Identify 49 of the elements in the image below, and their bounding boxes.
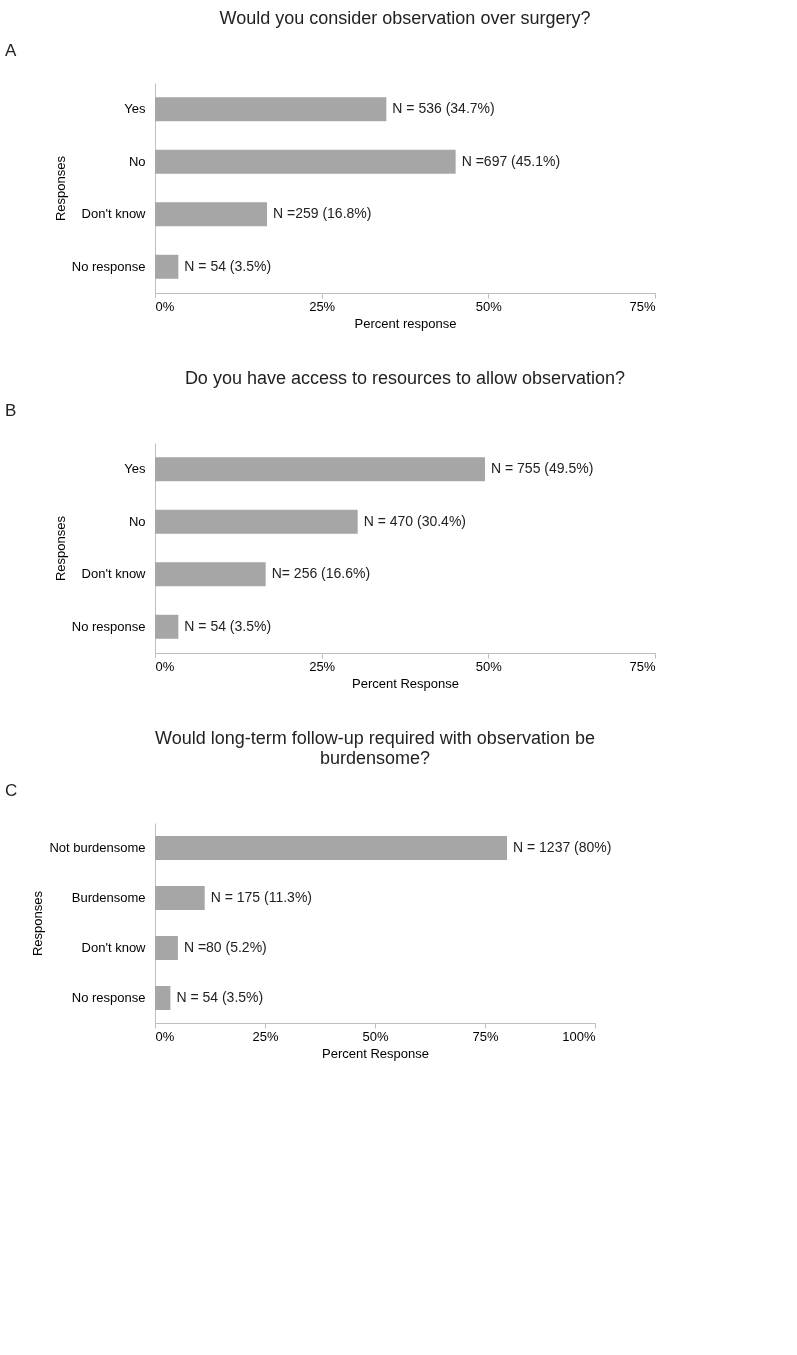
data-label: N = 1237 (80%) <box>513 839 612 855</box>
y-tick-label: Don't know <box>81 206 147 222</box>
x-tick-label: 25% <box>309 298 336 314</box>
x-tick-label: 25% <box>252 1028 279 1044</box>
x-tick-label: 0% <box>155 298 175 314</box>
y-axis-title: Responses <box>52 155 68 222</box>
data-label: N =259 (16.8%) <box>273 205 372 222</box>
data-label: N = 54 (3.5%) <box>176 989 264 1005</box>
data-label: N= 256 (16.6%) <box>271 565 371 582</box>
text: B <box>5 401 17 420</box>
data-label: N = 175 (11.3%) <box>210 889 313 905</box>
data-label: N =80 (5.2%) <box>183 939 267 955</box>
x-tick-label: 75% <box>629 658 656 674</box>
x-tick-label: 0% <box>155 658 175 674</box>
data-label: N = 54 (3.5%) <box>184 617 272 634</box>
y-axis-title: Responses <box>30 890 46 957</box>
x-tick-label: 75% <box>472 1028 499 1044</box>
y-tick-label: No <box>128 153 146 169</box>
y-tick-label: No response <box>71 258 146 274</box>
x-tick-label: 100% <box>562 1028 596 1044</box>
x-tick-label: 50% <box>475 298 503 314</box>
chart-title: Would long-term follow-up required with observation be burdensome? <box>155 728 595 768</box>
x-tick-label: 75% <box>629 298 656 314</box>
y-tick-label: No response <box>71 990 146 1005</box>
text: C <box>5 781 18 800</box>
x-axis-title: Percent Response <box>352 675 459 691</box>
x-axis-title: Percent Response <box>322 1045 429 1061</box>
data-label: N = 470 (30.4%) <box>363 512 467 529</box>
y-tick-label: Don't know <box>81 940 147 955</box>
y-tick-label: Don't know <box>81 566 147 582</box>
y-tick-label: Yes <box>124 461 146 477</box>
y-tick-label: No response <box>71 618 146 634</box>
y-tick-label: No <box>128 513 146 529</box>
y-tick-label: Yes <box>124 101 146 117</box>
x-tick-label: 50% <box>475 658 503 674</box>
y-tick-label: Not burdensome <box>49 840 146 855</box>
data-label: N = 755 (49.5%) <box>491 460 594 477</box>
data-label: N = 54 (3.5%) <box>184 257 272 274</box>
chart-title: Do you have access to resources to allow observation? <box>184 368 626 388</box>
y-axis-title: Responses <box>52 515 68 582</box>
x-tick-label: 25% <box>309 658 336 674</box>
data-label: N = 536 (34.7%) <box>392 100 495 117</box>
y-tick-label: Burdensome <box>71 890 146 905</box>
data-label: N =697 (45.1%) <box>461 152 561 169</box>
x-tick-label: 0% <box>155 1028 175 1044</box>
x-axis-title: Percent response <box>354 315 457 331</box>
x-tick-label: 50% <box>362 1028 389 1044</box>
text: A <box>5 41 17 60</box>
chart-title: Would you consider observation over surgery? <box>219 8 591 28</box>
